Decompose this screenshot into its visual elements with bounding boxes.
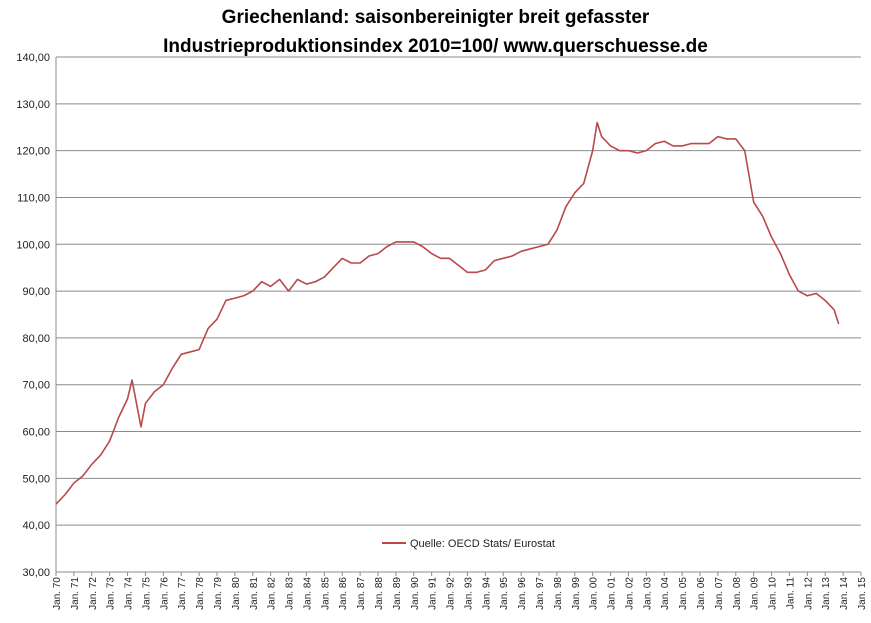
x-tick-label: Jan. 01 <box>607 577 618 610</box>
x-tick-label: Jan. 11 <box>785 577 796 609</box>
x-tick-label: Jan. 09 <box>750 577 761 610</box>
x-tick-label: Jan. 98 <box>553 577 564 610</box>
y-tick-label: 140,00 <box>16 52 50 64</box>
x-tick-label: Jan. 74 <box>124 577 135 610</box>
x-tick-label: Jan. 08 <box>732 577 743 610</box>
x-tick-label: Jan. 70 <box>52 577 63 610</box>
y-tick-label: 110,00 <box>17 192 50 204</box>
x-tick-label: Jan. 92 <box>446 577 457 610</box>
chart-title-line-2: Industrieproduktionsindex 2010=100/ www.… <box>163 36 708 57</box>
x-tick-label: Jan. 81 <box>249 577 260 610</box>
x-tick-label: Jan. 97 <box>535 577 546 610</box>
series-layer <box>55 121 840 505</box>
chart-title-line-1: Griechenland: saisonbereinigter breit ge… <box>221 7 650 28</box>
x-tick-label: Jan. 85 <box>320 577 331 610</box>
x-tick-label: Jan. 96 <box>517 577 528 610</box>
axes <box>55 57 862 576</box>
x-tick-label: Jan. 86 <box>338 577 349 610</box>
x-tick-label: Jan. 12 <box>803 577 814 610</box>
legend: Quelle: OECD Stats/ Eurostat <box>382 538 555 550</box>
x-tick-label: Jan. 78 <box>195 577 206 610</box>
x-tick-label: Jan. 82 <box>267 577 278 610</box>
y-axis-tick-labels: 30,00 40,00 50,00 60,00 70,00 80,00 90,00 100,0… <box>16 52 50 579</box>
x-tick-label: Jan. 91 <box>428 577 439 610</box>
x-tick-label: Jan. 84 <box>302 577 313 610</box>
x-axis-tick-labels: Jan. 70 Jan. 71 Jan. 72 Jan. 73 Jan. 74 Jan. … <box>52 577 868 610</box>
x-tick-label: Jan. 94 <box>481 577 492 610</box>
x-tick-label: Jan. 93 <box>463 577 474 610</box>
x-tick-label: Jan. 15 <box>857 577 868 610</box>
x-tick-label: Jan. 89 <box>392 577 403 610</box>
gridlines <box>56 56 861 526</box>
x-tick-label: Jan. 02 <box>624 577 635 610</box>
y-tick-label: 30,00 <box>22 567 50 579</box>
x-tick-label: Jan. 71 <box>70 577 81 610</box>
y-tick-label: 90,00 <box>22 286 50 298</box>
x-tick-label: Jan. 03 <box>642 577 653 610</box>
chart-title: Griechenland: saisonbereinigter breit ge… <box>0 3 871 61</box>
y-tick-label: 40,00 <box>22 520 50 532</box>
y-tick-label: 80,00 <box>22 333 50 345</box>
x-tick-label: Jan. 77 <box>177 577 188 610</box>
x-tick-label: Jan. 88 <box>374 577 385 610</box>
y-tick-label: 70,00 <box>22 380 50 392</box>
x-tick-label: Jan. 14 <box>839 577 850 610</box>
x-tick-label: Jan. 05 <box>678 577 689 610</box>
x-tick-label: Jan. 73 <box>106 577 117 610</box>
x-tick-label: Jan. 00 <box>589 577 600 610</box>
y-tick-label: 100,00 <box>16 239 50 251</box>
x-tick-label: Jan. 95 <box>499 577 510 610</box>
x-tick-label: Jan. 83 <box>285 577 296 610</box>
x-tick-label: Jan. 80 <box>231 577 242 610</box>
legend-label: Quelle: OECD Stats/ Eurostat <box>410 538 555 550</box>
x-tick-label: Jan. 07 <box>714 577 725 610</box>
y-tick-label: 60,00 <box>22 427 50 439</box>
y-tick-label: 50,00 <box>22 473 50 485</box>
y-tick-label: 120,00 <box>16 146 50 158</box>
x-tick-label: Jan. 04 <box>660 577 671 610</box>
x-tick-label: Jan. 99 <box>571 577 582 610</box>
series-line <box>55 121 840 505</box>
x-tick-label: Jan. 10 <box>768 577 779 610</box>
y-tick-label: 130,00 <box>16 99 50 111</box>
x-tick-label: Jan. 79 <box>213 577 224 610</box>
x-tick-label: Jan. 72 <box>88 577 99 610</box>
x-tick-label: Jan. 13 <box>821 577 832 610</box>
x-tick-label: Jan. 06 <box>696 577 707 610</box>
x-tick-label: Jan. 75 <box>141 577 152 610</box>
x-tick-label: Jan. 90 <box>410 577 421 610</box>
x-tick-label: Jan. 76 <box>159 577 170 610</box>
x-tick-label: Jan. 87 <box>356 577 367 610</box>
